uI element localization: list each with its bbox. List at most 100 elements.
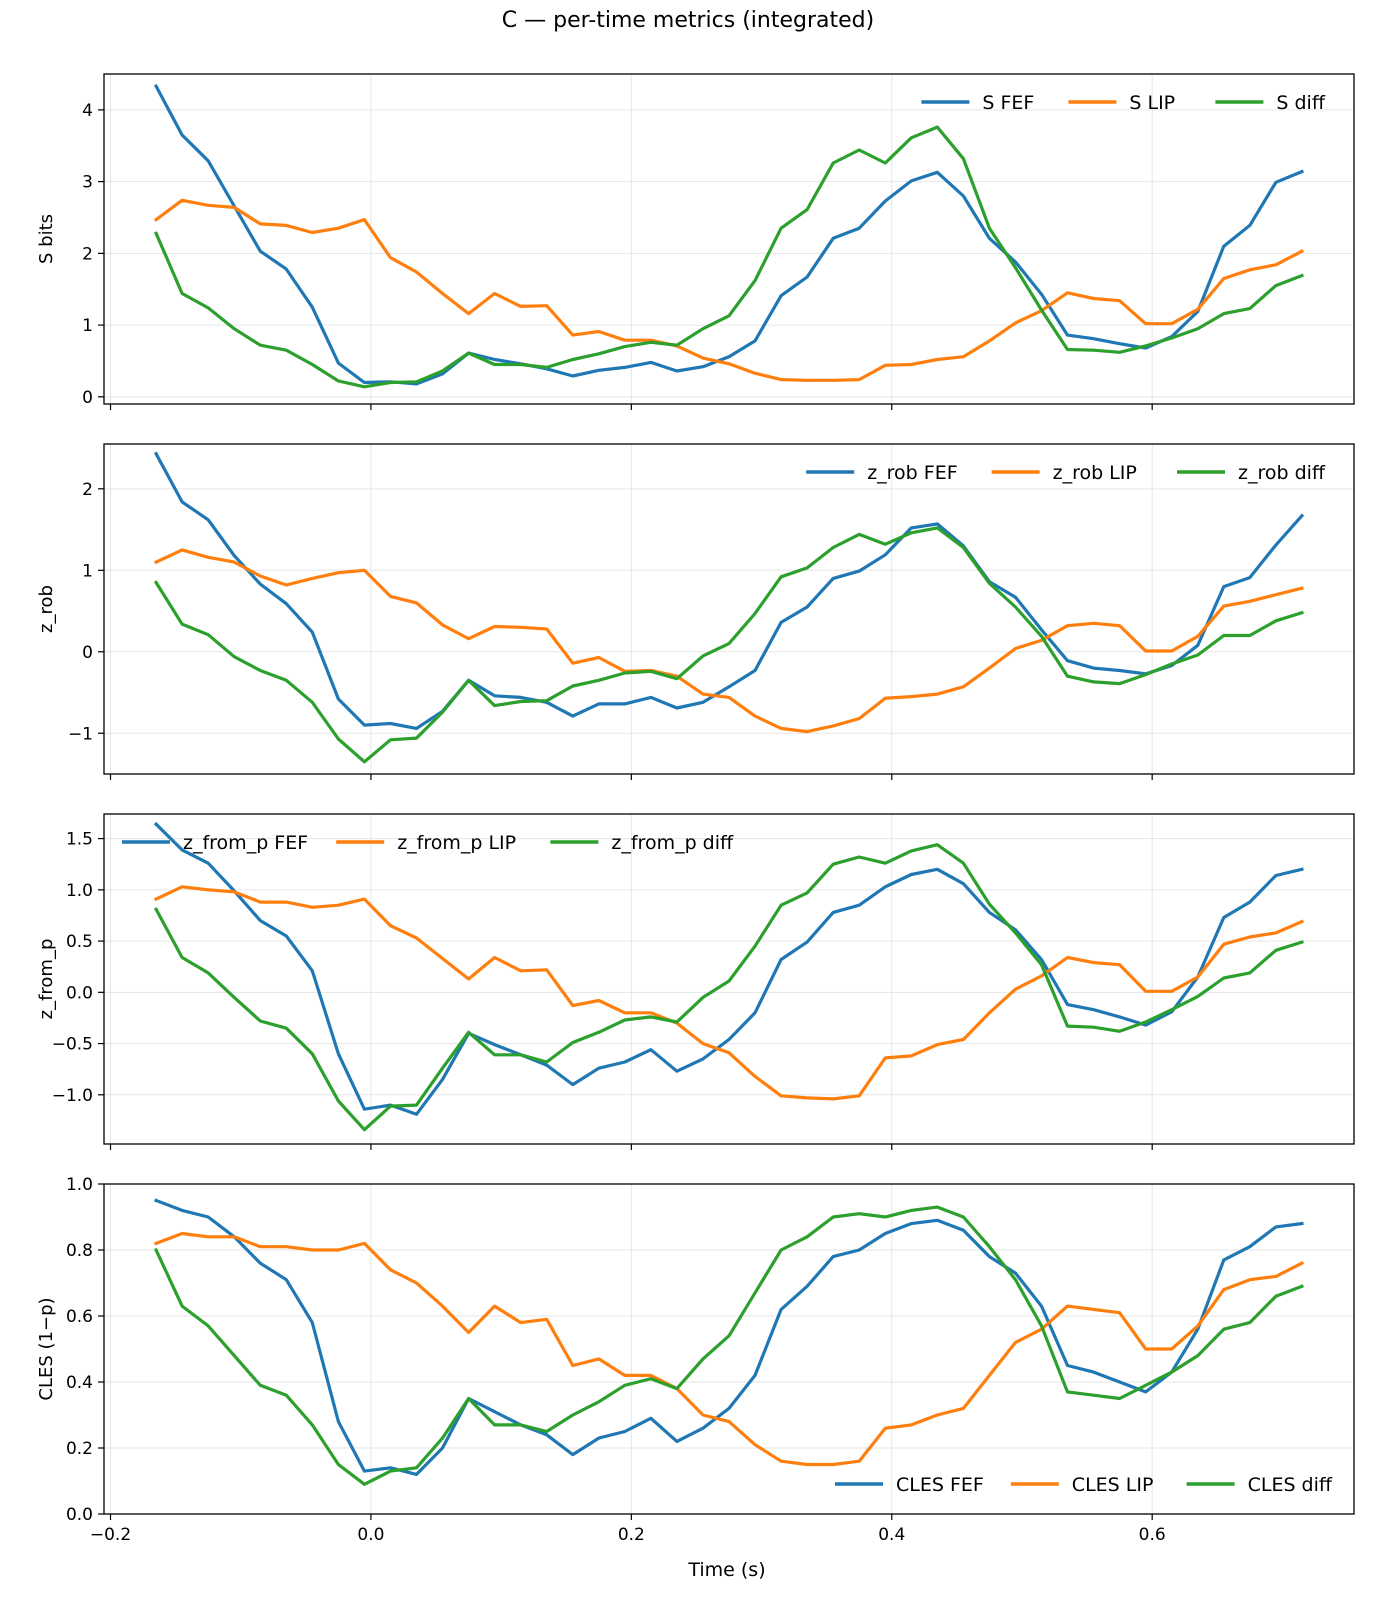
x-tick-label: 0.2 (618, 1525, 645, 1545)
data-point (467, 637, 470, 640)
data-point (1014, 931, 1017, 935)
data-point (1066, 348, 1069, 351)
data-point (884, 553, 887, 557)
data-point (1170, 1008, 1173, 1011)
data-point (1274, 181, 1278, 184)
plot-frame (103, 443, 1355, 775)
data-point (180, 548, 184, 552)
data-point (1222, 942, 1226, 946)
legend: CLES FEF CLES LIP CLES diff (835, 1474, 1333, 1496)
data-point (206, 306, 210, 310)
data-point (597, 352, 601, 356)
y-tick-label: 1.0 (66, 881, 93, 901)
data-point (337, 1052, 340, 1056)
chart-panel-2: −1 0 1 2 z_rob z_rob FEF z_rob LIP z_rob diff (36, 443, 1355, 780)
data-point (962, 1038, 965, 1041)
y-tick-label: 0.4 (66, 1373, 93, 1393)
data-point (415, 1466, 418, 1470)
data-point (597, 679, 601, 682)
data-point (675, 343, 679, 347)
data-point (259, 222, 262, 226)
data-point (675, 369, 679, 373)
data-point (467, 679, 470, 682)
data-point (649, 341, 653, 344)
data-point (363, 1469, 366, 1473)
data-point (1092, 337, 1095, 341)
series-points-fef (154, 1199, 1304, 1476)
data-point (857, 855, 861, 859)
data-point (1248, 1321, 1252, 1324)
data-point (831, 1463, 835, 1466)
data-point (206, 1324, 210, 1328)
data-point (1066, 1304, 1069, 1308)
data-point (545, 699, 548, 702)
data-point (831, 1255, 835, 1258)
data-point (571, 1083, 575, 1086)
data-point (623, 1430, 627, 1433)
data-point (884, 1232, 887, 1235)
data-point (1274, 1275, 1278, 1278)
data-point (962, 546, 965, 549)
data-point (1144, 673, 1147, 676)
data-point (857, 148, 861, 152)
data-point (1040, 963, 1043, 966)
data-point (936, 868, 939, 871)
data-point (779, 1094, 783, 1098)
data-point (519, 969, 522, 973)
data-point (519, 626, 522, 629)
data-point (154, 84, 158, 88)
data-point (1040, 958, 1043, 961)
data-point (727, 362, 731, 366)
data-point (1066, 1390, 1069, 1394)
data-point (831, 724, 835, 728)
data-point (805, 275, 809, 279)
data-point (597, 1357, 601, 1361)
data-point (1066, 659, 1069, 662)
data-point (232, 554, 236, 557)
data-point (389, 1466, 392, 1470)
data-point (831, 237, 835, 240)
data-point (519, 1423, 522, 1427)
data-point (727, 1051, 731, 1055)
data-point (701, 1057, 705, 1061)
data-point (493, 1423, 496, 1427)
data-point (910, 179, 913, 183)
y-tick-label: 1.0 (66, 1175, 93, 1195)
data-point (1222, 312, 1226, 315)
y-tick-label: −0.5 (52, 1035, 93, 1055)
data-point (988, 902, 991, 906)
series-points-lip (154, 1232, 1304, 1466)
data-point (701, 692, 705, 696)
data-point (206, 556, 210, 559)
data-point (779, 294, 783, 298)
legend-label-diff: S diff (1276, 92, 1325, 114)
data-point (1118, 1397, 1121, 1400)
data-point (1066, 956, 1069, 959)
data-point (1300, 1261, 1304, 1265)
data-point (467, 1397, 470, 1400)
x-tick-label: −0.2 (90, 1525, 131, 1545)
data-point (623, 338, 627, 342)
data-point (1248, 600, 1252, 603)
plot-frame (103, 73, 1355, 405)
data-point (571, 661, 575, 665)
data-point (649, 1011, 653, 1015)
data-point (1222, 916, 1226, 919)
data-point (519, 696, 522, 699)
data-point (1066, 1003, 1069, 1006)
data-point (571, 1413, 575, 1417)
data-point (936, 522, 939, 526)
data-point (753, 1374, 757, 1377)
data-point (805, 208, 809, 211)
data-point (1144, 1020, 1147, 1024)
data-point (910, 1209, 913, 1212)
data-point (285, 602, 288, 605)
data-point (363, 385, 366, 389)
data-point (1092, 348, 1095, 352)
data-point (337, 571, 340, 574)
data-point (259, 343, 262, 347)
data-point (571, 1041, 575, 1044)
data-point (910, 526, 913, 530)
data-point (831, 546, 835, 549)
data-point (232, 655, 236, 658)
